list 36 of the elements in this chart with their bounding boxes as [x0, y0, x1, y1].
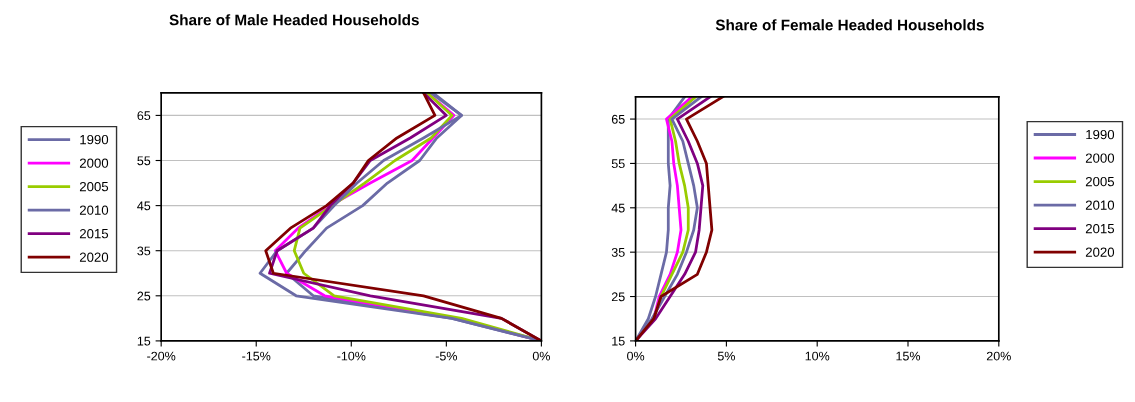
- legend-label: 2020: [79, 252, 109, 262]
- x-tick-label: 0%: [627, 351, 645, 361]
- legend-label: 2000: [1085, 153, 1115, 163]
- legend-label: 1990: [80, 134, 109, 145]
- y-tick-label: 15: [612, 336, 625, 346]
- x-tick-label: -10%: [337, 351, 366, 361]
- x-tick-label: 5%: [717, 351, 735, 361]
- y-tick-label: 45: [611, 203, 625, 213]
- legend-label: 2020: [1085, 247, 1115, 257]
- legend-label: 2010: [1085, 200, 1115, 210]
- legend-label: 2005: [1085, 176, 1115, 187]
- y-tick-label: 25: [137, 291, 151, 301]
- x-tick-label: 0%: [532, 351, 550, 361]
- x-tick-label: -15%: [242, 351, 271, 361]
- y-tick-label: 65: [137, 111, 151, 121]
- x-tick-label: -20%: [147, 351, 176, 361]
- y-tick-label: 65: [611, 114, 625, 124]
- x-tick-label: -5%: [435, 351, 458, 361]
- y-tick-label: 55: [137, 156, 151, 166]
- x-tick-label: 10%: [805, 351, 830, 361]
- legend-label: 2010: [79, 205, 109, 215]
- x-tick-label: 15%: [896, 351, 921, 361]
- y-tick-label: 15: [137, 336, 151, 346]
- y-tick-label: 45: [137, 201, 151, 211]
- legend-label: 1990: [1086, 129, 1115, 140]
- legend-label: 2015: [79, 228, 109, 239]
- y-tick-label: 35: [137, 246, 151, 256]
- y-tick-label: 25: [611, 292, 625, 302]
- legend-label: 2015: [1085, 223, 1115, 234]
- y-tick-label: 35: [611, 247, 625, 257]
- legend-label: 2000: [79, 158, 109, 168]
- chart-title: Share of Male Headed Households: [169, 14, 419, 26]
- chart-title: Share of Female Headed Households: [715, 19, 984, 31]
- y-tick-label: 55: [611, 159, 625, 169]
- legend-label: 2005: [79, 181, 109, 192]
- x-tick-label: 20%: [986, 351, 1011, 361]
